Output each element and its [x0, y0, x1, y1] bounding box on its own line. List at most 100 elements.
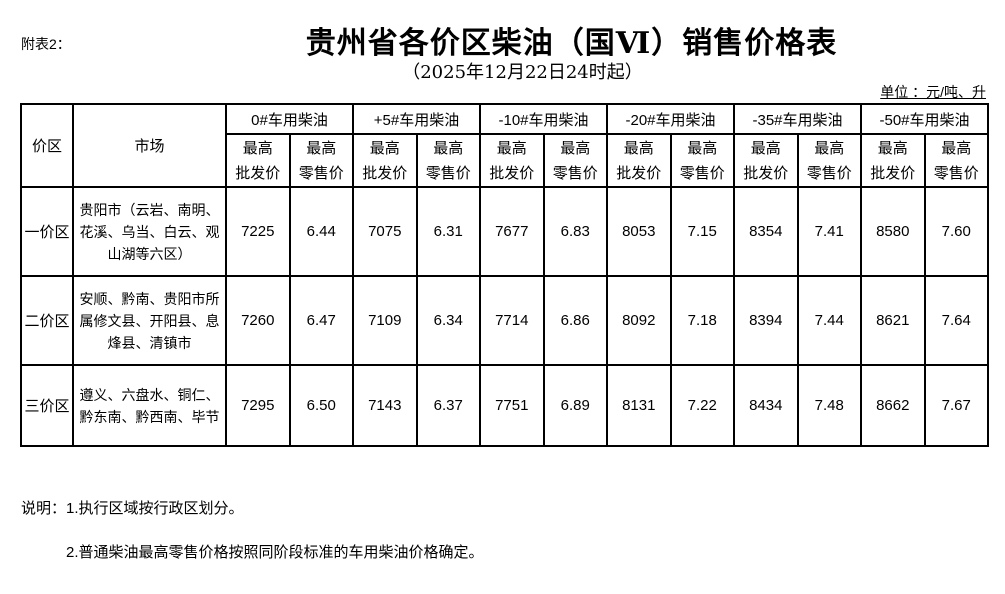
- table-header-group-row: 价区 市场 0#车用柴油 +5#车用柴油 -10#车用柴油 -20#车用柴油 -…: [20, 103, 990, 188]
- price-cell: 7075: [352, 186, 418, 277]
- subheader-line-type: 批发价: [870, 164, 916, 182]
- subheader-retail: 最高 零售价: [288, 133, 354, 188]
- subheader-retail: 最高 零售价: [923, 133, 990, 188]
- price-cell: 7.44: [796, 275, 863, 366]
- price-cell: 7.22: [669, 364, 736, 447]
- price-cell: 8131: [606, 364, 672, 447]
- table-row: 一价区 贵阳市（云岩、南明、花溪、乌当、白云、观山湖等六区） 7225 6.44…: [20, 186, 990, 277]
- subheader-line-max: 最高: [496, 139, 527, 157]
- note-item: 2.普通柴油最高零售价格按照同阶段标准的车用柴油价格确定。: [66, 544, 484, 561]
- subheader-line-max: 最高: [877, 139, 908, 157]
- price-table: 价区 市场 0#车用柴油 +5#车用柴油 -10#车用柴油 -20#车用柴油 -…: [20, 103, 990, 447]
- subheader-wholesale: 最高 批发价: [352, 133, 418, 188]
- product-group-header: -20#车用柴油: [606, 103, 736, 135]
- price-cell: 7.18: [669, 275, 736, 366]
- table-row: 二价区 安顺、黔南、贵阳市所属修文县、开阳县、息烽县、清镇市 7260 6.47…: [20, 275, 990, 366]
- subheader-retail: 最高 零售价: [796, 133, 863, 188]
- page-title: 贵州省各价区柴油（国Ⅵ）销售价格表: [305, 26, 838, 61]
- subheader-wholesale: 最高 批发价: [225, 133, 291, 188]
- price-cell: 6.47: [288, 275, 354, 366]
- page-subtitle: （2025年12月22日24时起）: [402, 62, 643, 83]
- price-cell: 7225: [225, 186, 291, 277]
- price-cell: 7.64: [923, 275, 990, 366]
- subheader-wholesale: 最高 批发价: [860, 133, 926, 188]
- price-cell: 8092: [606, 275, 672, 366]
- product-group-header: -35#车用柴油: [733, 103, 863, 135]
- header-market-cell: 市场: [72, 103, 227, 188]
- subheader-retail: 最高 零售价: [415, 133, 482, 188]
- subheader-line-type: 零售价: [933, 164, 979, 182]
- product-group-header: +5#车用柴油: [351, 103, 482, 135]
- price-cell: 6.86: [542, 275, 609, 366]
- price-cell: 8053: [606, 186, 672, 277]
- price-cell: 7.60: [923, 186, 990, 277]
- price-cell: 8354: [733, 186, 799, 277]
- subheader-line-type: 零售价: [425, 164, 471, 182]
- subheader-line-type: 批发价: [362, 164, 408, 182]
- subheader-wholesale: 最高 批发价: [606, 133, 672, 188]
- price-cell: 7.67: [923, 364, 990, 447]
- price-cell: 7295: [225, 364, 291, 447]
- subheader-line-type: 零售价: [552, 164, 598, 182]
- subheader-line-max: 最高: [750, 139, 781, 157]
- subheader-wholesale: 最高 批发价: [733, 133, 799, 188]
- notes-block: 说明：1.执行区域按行政区划分。 2.普通柴油最高零售价格按照同阶段标准的车用柴…: [21, 500, 1005, 562]
- price-cell: 8394: [733, 275, 799, 366]
- price-cell: 7677: [479, 186, 545, 277]
- subheader-retail: 最高 零售价: [542, 133, 609, 188]
- subheader-line-max: 最高: [623, 139, 654, 157]
- table-header-sub-row: 最高批发价 最高零售价 最高批发价 最高零售价 最高批发价 最高零售价 最高批发…: [21, 133, 990, 188]
- note-line-2: 2.普通柴油最高零售价格按照同阶段标准的车用柴油价格确定。: [66, 544, 1005, 562]
- price-cell: 7714: [479, 275, 545, 366]
- price-cell: 6.44: [288, 186, 354, 277]
- subheader-line-max: 最高: [369, 139, 400, 157]
- annex-label: 附表2：: [21, 36, 71, 52]
- subheader-wholesale: 最高 批发价: [479, 133, 545, 188]
- subheader-line-type: 零售价: [298, 164, 344, 182]
- price-cell: 7751: [479, 364, 545, 447]
- subheader-line-max: 最高: [433, 139, 464, 157]
- subheader-line-type: 零售价: [806, 164, 852, 182]
- unit-label: 单位 ：元/吨、升: [880, 84, 986, 100]
- region-cell: 一价区: [20, 186, 74, 277]
- subheader-line-max: 最高: [306, 139, 337, 157]
- price-cell: 8621: [860, 275, 926, 366]
- price-cell: 7.41: [796, 186, 863, 277]
- subheader-line-type: 零售价: [679, 164, 725, 182]
- subheader-line-type: 批发价: [235, 164, 281, 182]
- subheader-line-type: 批发价: [616, 164, 662, 182]
- subheader-line-max: 最高: [560, 139, 591, 157]
- price-cell: 6.34: [415, 275, 482, 366]
- price-cell: 6.50: [288, 364, 354, 447]
- price-cell: 7.15: [669, 186, 736, 277]
- table-row: 三价区 遵义、六盘水、铜仁、黔东南、黔西南、毕节 7295 6.50 7143 …: [20, 364, 990, 447]
- subheader-retail: 最高 零售价: [669, 133, 736, 188]
- market-cell: 贵阳市（云岩、南明、花溪、乌当、白云、观山湖等六区）: [72, 186, 227, 277]
- subheader-line-max: 最高: [687, 139, 718, 157]
- price-cell: 6.31: [415, 186, 482, 277]
- price-cell: 7143: [352, 364, 418, 447]
- price-cell: 7.48: [796, 364, 863, 447]
- subheader-line-max: 最高: [242, 139, 273, 157]
- note-label: 说明：: [21, 500, 67, 517]
- subheader-line-max: 最高: [941, 139, 972, 157]
- price-cell: 7109: [352, 275, 418, 366]
- price-cell: 6.83: [542, 186, 609, 277]
- subheader-line-type: 批发价: [743, 164, 789, 182]
- product-group-header: -10#车用柴油: [479, 103, 609, 135]
- note-item: 1.执行区域按行政区划分。: [66, 500, 244, 517]
- product-group-header: 0#车用柴油: [225, 103, 354, 135]
- price-cell: 6.89: [542, 364, 609, 447]
- region-cell: 二价区: [20, 275, 74, 366]
- price-cell: 6.37: [415, 364, 482, 447]
- market-cell: 遵义、六盘水、铜仁、黔东南、黔西南、毕节: [72, 364, 227, 447]
- market-cell: 安顺、黔南、贵阳市所属修文县、开阳县、息烽县、清镇市: [72, 275, 227, 366]
- note-line-1: 说明：1.执行区域按行政区划分。: [21, 500, 1005, 518]
- table-sheet: 单位 ：元/吨、升 价区 市场 0#车用柴油 +5#车用柴油 -10#车用柴油 …: [20, 84, 990, 447]
- product-group-header: -50#车用柴油: [860, 103, 990, 135]
- price-cell: 8434: [733, 364, 799, 447]
- subheader-line-type: 批发价: [489, 164, 535, 182]
- price-cell: 7260: [225, 275, 291, 366]
- header-region-cell: 价区: [20, 103, 74, 188]
- subheader-line-max: 最高: [814, 139, 845, 157]
